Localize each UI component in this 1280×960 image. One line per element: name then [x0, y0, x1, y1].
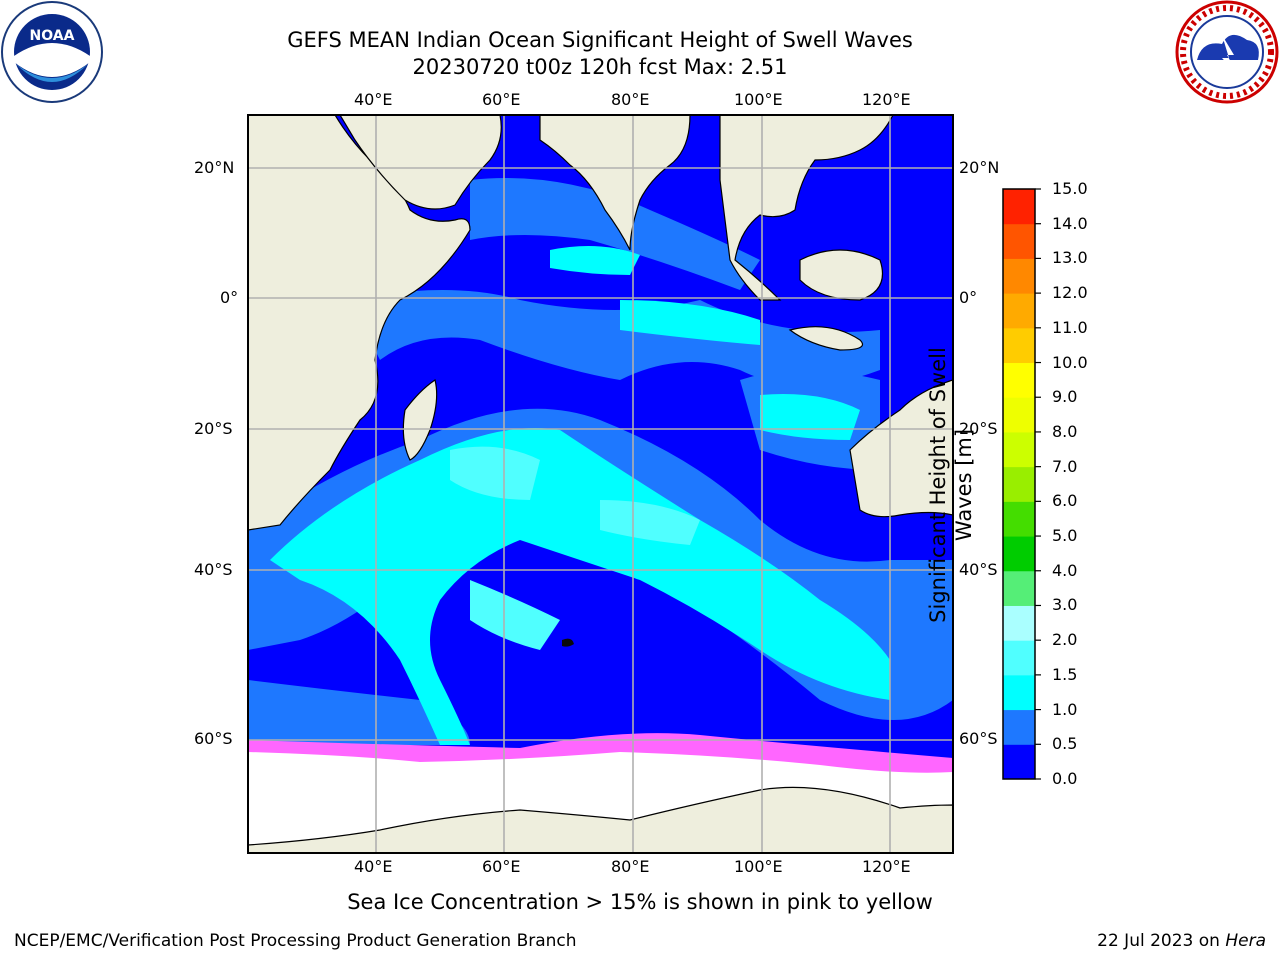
colorbar-swatch: [1003, 362, 1035, 398]
indonesia: [788, 326, 864, 351]
colorbar-swatch: [1003, 327, 1035, 364]
arabia: [339, 115, 502, 210]
colorbar-tick-label: 11.0: [1052, 317, 1088, 337]
footer-host: Hera: [1225, 931, 1266, 951]
map-title: GEFS MEAN Indian Ocean Significant Heigh…: [287, 28, 913, 52]
footer-credit: NCEP/EMC/Verification Post Processing Pr…: [14, 931, 577, 951]
india: [539, 115, 691, 251]
lon-tick-bottom-40e: 40°E: [354, 857, 393, 876]
colorbar-tick-label: 4.0: [1052, 560, 1078, 580]
swell-band-light: [270, 428, 890, 745]
colorbar-swatch: [1003, 501, 1035, 537]
colorbar-tick-label: 12.0: [1052, 283, 1088, 303]
colorbar-tick-label: 0.5: [1052, 734, 1078, 754]
colorbar-tick-label: 9.0: [1052, 387, 1078, 407]
colorbar-tick-label: 7.0: [1052, 456, 1078, 476]
colorbar-swatch: [1003, 640, 1035, 676]
madagascar: [402, 379, 438, 461]
lat-tick-left-0: 0°: [220, 288, 239, 307]
lat-tick-right-60s: 60°S: [959, 729, 998, 748]
lon-tick-top-40e: 40°E: [354, 90, 393, 109]
colorbar-tick-label: 2.0: [1052, 630, 1078, 650]
colorbar: [1003, 188, 1041, 780]
colorbar-title: Significant Height of Swell Waves [m]: [926, 347, 976, 623]
map-frame: [247, 114, 954, 854]
colorbar-tick-label: 5.0: [1052, 526, 1078, 546]
footer-date: 22 Jul 2023 on Hera: [1097, 931, 1266, 951]
graticule: [248, 115, 953, 853]
colorbar-swatch: [1003, 570, 1035, 606]
colorbar-tick-label: 1.5: [1052, 664, 1078, 684]
colorbar-swatch: [1003, 674, 1035, 711]
colorbar-swatch: [1003, 466, 1035, 502]
lat-tick-left-40s: 40°S: [194, 560, 233, 579]
colorbar-swatch: [1003, 744, 1035, 780]
lon-tick-bottom-60e: 60°E: [482, 857, 521, 876]
colorbar-swatch: [1003, 397, 1035, 433]
lon-tick-top-60e: 60°E: [482, 90, 521, 109]
colorbar-swatch: [1003, 536, 1035, 572]
sea-ice-note: Sea Ice Concentration > 15% is shown in …: [347, 890, 933, 914]
colorbar-frame: [1002, 188, 1036, 780]
map-subtitle: 20230720 t00z 120h fcst Max: 2.51: [412, 55, 788, 79]
colorbar-swatch: [1003, 223, 1035, 259]
colorbar-swatch: [1003, 605, 1035, 641]
nws-logo: [1175, 0, 1279, 104]
lat-tick-left-20n: 20°N: [194, 158, 235, 177]
lat-tick-right-20s: 20°S: [959, 419, 998, 438]
colorbar-tick-label: 14.0: [1052, 213, 1088, 233]
lat-tick-left-20s: 20°S: [194, 419, 233, 438]
lon-tick-top-120e: 120°E: [862, 90, 911, 109]
colorbar-swatch: [1003, 709, 1035, 745]
colorbar-swatch: [1003, 293, 1035, 329]
lon-tick-top-100e: 100°E: [734, 90, 783, 109]
southeast-asia: [719, 115, 894, 301]
lat-tick-left-60s: 60°S: [194, 729, 233, 748]
colorbar-tick-label: 6.0: [1052, 491, 1078, 511]
colorbar-tick-label: 15.0: [1052, 179, 1088, 198]
lat-tick-right-0: 0°: [959, 288, 978, 307]
colorbar-swatch: [1003, 189, 1035, 225]
australia: [849, 379, 953, 518]
colorbar-tick-label: 13.0: [1052, 248, 1088, 268]
lat-tick-right-20n: 20°N: [959, 158, 1000, 177]
colorbar-swatch: [1003, 431, 1035, 468]
colorbar-tick-label: 3.0: [1052, 595, 1078, 615]
colorbar-tick-label: 1.0: [1052, 699, 1078, 719]
lon-tick-bottom-80e: 80°E: [611, 857, 650, 876]
colorbar-tick-label: 8.0: [1052, 421, 1078, 441]
svg-text:NOAA: NOAA: [30, 28, 75, 44]
colorbar-tick-label: 0.0: [1052, 769, 1078, 788]
lat-tick-right-40s: 40°S: [959, 560, 998, 579]
colorbar-tick-label: 10.0: [1052, 352, 1088, 372]
lon-tick-bottom-100e: 100°E: [734, 857, 783, 876]
footer-date-text: 22 Jul 2023 on: [1097, 931, 1226, 951]
colorbar-swatch: [1003, 258, 1035, 294]
lon-tick-top-80e: 80°E: [611, 90, 650, 109]
lon-tick-bottom-120e: 120°E: [862, 857, 911, 876]
noaa-logo: NOAA: [1, 1, 103, 103]
